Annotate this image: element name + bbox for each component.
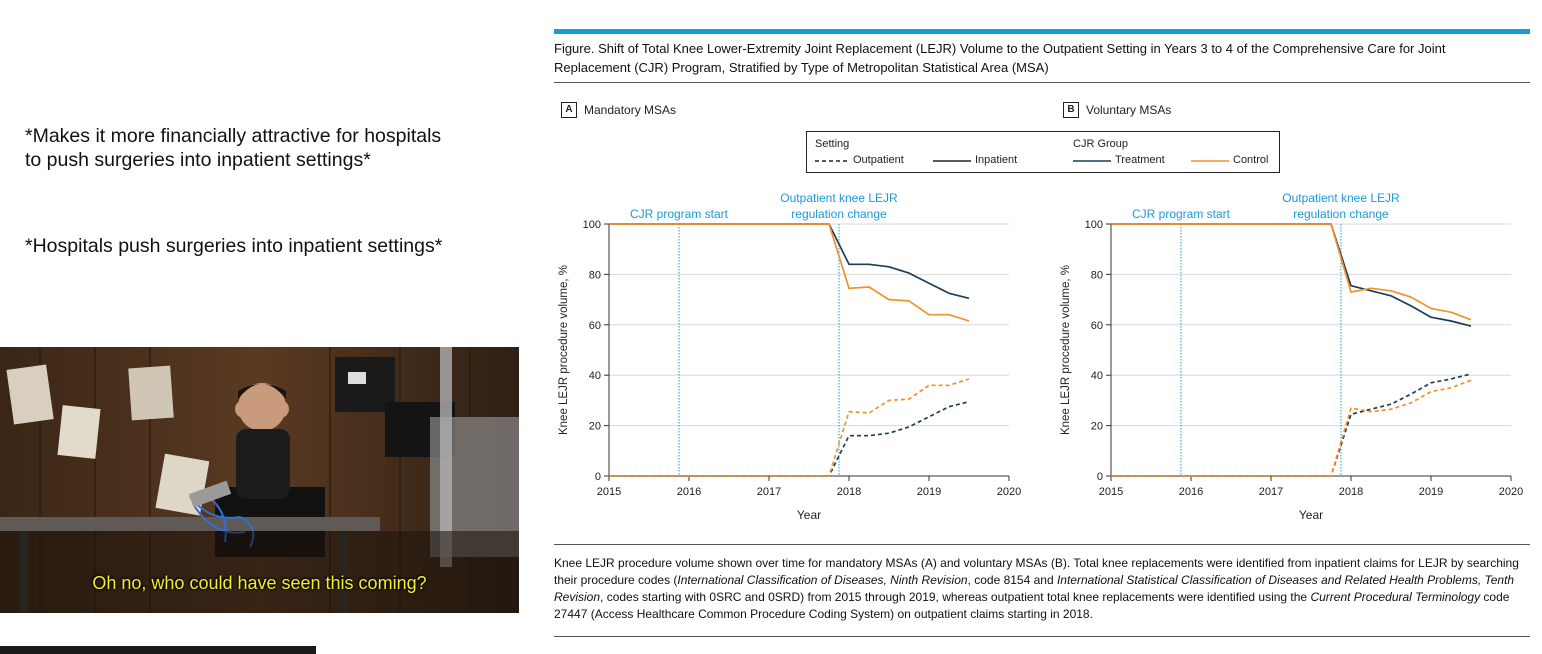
panel-b-series-treatment-inpatient (1111, 223, 1472, 327)
chart-legend: Setting Outpatient Inpatient CJR Group T… (806, 131, 1280, 173)
panel-a-series-treatment-outpatient (609, 400, 970, 477)
panel-a-x-axis-label: Year (797, 508, 821, 522)
panel-b-y-axis-label: Knee LEJR procedure volume, % (1060, 265, 1072, 435)
caption-icd9: International Classification of Diseases… (677, 573, 968, 587)
dark-bar (0, 646, 316, 654)
meme-caption-bottom: *Hospitals push surgeries into inpatient… (25, 235, 443, 257)
panel-b-x-axis-label: Year (1299, 508, 1323, 522)
panel-b-letter: B (1063, 102, 1079, 118)
legend-swatches (815, 160, 1229, 162)
caption-cpt: Current Procedural Terminology (1310, 590, 1481, 604)
panel-b-title: Voluntary MSAs (1086, 103, 1172, 117)
panel-a-annotation-label: CJR program start (630, 207, 729, 221)
caption-icd10: International Statistical Classification… (554, 573, 1515, 604)
panel-a-annotation-label: regulation change (791, 207, 887, 221)
panel-b-y-tick-label: 80 (1091, 269, 1103, 281)
panel-a-x-tick-label: 2018 (837, 486, 861, 498)
panel-a-x-tick-label: 2016 (677, 486, 701, 498)
figure-top-rule (554, 29, 1530, 34)
panel-b-x-tick-label: 2020 (1499, 486, 1523, 498)
meme-video-frame (0, 347, 519, 613)
panel-b-series-control-outpatient (1111, 379, 1472, 477)
meme-caption-top: *Makes it more financially attractive fo… (25, 125, 442, 171)
panel-b-y-tick-label: 60 (1091, 320, 1103, 332)
panel-a-series-control-inpatient (609, 223, 970, 322)
legend-group-title: CJR Group (1073, 138, 1129, 150)
panel-b-y-tick-label: 0 (1097, 471, 1103, 483)
panel-a-x-tick-label: 2019 (917, 486, 941, 498)
panel-b-series-control-inpatient (1111, 223, 1472, 321)
panel-b-annotation-label: CJR program start (1132, 207, 1231, 221)
panel-b-x-tick-label: 2017 (1259, 486, 1283, 498)
panel-b-x-tick-label: 2018 (1339, 486, 1363, 498)
panel-a-x-tick-label: 2017 (757, 486, 781, 498)
panel-b-y-tick-label: 40 (1091, 370, 1103, 382)
video-subtitle: Oh no, who could have seen this coming? (92, 573, 427, 593)
panel-a-title: Mandatory MSAs (584, 103, 677, 117)
panel-a-y-tick-label: 60 (589, 320, 601, 332)
panel-b-x-tick-label: 2019 (1419, 486, 1443, 498)
legend-treatment-label: Treatment (1115, 154, 1165, 166)
caption-text-4: code 27447 (Access Healthcare Common Pro… (554, 590, 1510, 621)
legend-control-label: Control (1233, 154, 1269, 166)
legend-setting-title: Setting (815, 138, 850, 150)
panel-b-annotation-label: Outpatient knee LEJR (1282, 191, 1400, 205)
caption-top-divider (554, 544, 1530, 545)
title-divider (554, 82, 1530, 83)
panel-a-label: A Mandatory MSAs (561, 102, 676, 118)
panel-a-letter: A (561, 102, 577, 118)
figure-panel: Figure. Shift of Total Knee Lower-Extrem… (554, 29, 1530, 649)
panel-a-y-tick-label: 40 (589, 370, 601, 382)
caption-text-1: Knee LEJR procedure volume shown over ti… (554, 556, 1519, 587)
caption-text-2: , code 8154 and (967, 573, 1057, 587)
panel-a-x-tick-label: 2020 (997, 486, 1021, 498)
panel-a-x-tick-label: 2015 (597, 486, 621, 498)
panel-b-x-tick-label: 2016 (1179, 486, 1203, 498)
panel-a-y-tick-label: 20 (589, 421, 601, 433)
line-charts: 0 20 40 60 80 100 2015 2016 2017 2018 2019 2020 Year… (558, 191, 1523, 522)
panel-a-series-treatment-inpatient (609, 223, 970, 300)
panel-a-y-tick-label: 80 (589, 269, 601, 281)
panel-a-y-tick-label: 0 (595, 471, 601, 483)
legend-outpatient-label: Outpatient (853, 154, 904, 166)
caption-text-3: , codes starting with 0SRC and 0SRD) fro… (600, 590, 1311, 604)
caption-bottom-divider (554, 636, 1530, 637)
figure-title: Figure. Shift of Total Knee Lower-Extrem… (554, 41, 1446, 75)
panel-a-series-control-outpatient (609, 378, 970, 477)
figure-caption: Knee LEJR procedure volume shown over ti… (554, 555, 1530, 623)
legend-inpatient-label: Inpatient (975, 154, 1018, 166)
panel-a-y-axis-label: Knee LEJR procedure volume, % (558, 265, 570, 435)
panel-a-annotation-label: Outpatient knee LEJR (780, 191, 898, 205)
panel-b-series-treatment-outpatient (1111, 373, 1472, 477)
meme-scene-illustration (0, 347, 519, 613)
panel-b-y-tick-label: 100 (1085, 219, 1103, 231)
panel-b-x-tick-label: 2015 (1099, 486, 1123, 498)
panel-a-y-tick-label: 100 (583, 219, 601, 231)
panel-b-label: B Voluntary MSAs (1063, 102, 1171, 118)
panel-b-annotation-label: regulation change (1293, 207, 1389, 221)
panel-b-y-tick-label: 20 (1091, 421, 1103, 433)
